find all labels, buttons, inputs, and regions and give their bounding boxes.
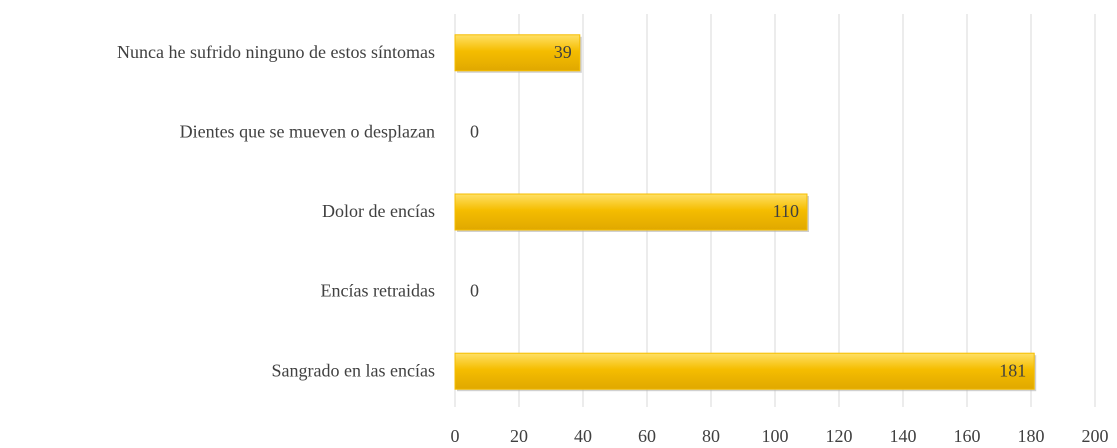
data-label: 0 — [470, 122, 479, 142]
data-label: 39 — [554, 42, 572, 62]
y-tick-label: Encías retraidas — [321, 281, 435, 301]
data-label: 181 — [999, 360, 1026, 380]
x-tick-label: 80 — [702, 426, 720, 446]
x-tick-label: 0 — [451, 426, 460, 446]
y-tick-label: Sangrado en las encías — [272, 360, 435, 380]
y-tick-label: Dolor de encías — [322, 201, 435, 221]
x-tick-label: 20 — [510, 426, 528, 446]
bar — [454, 34, 581, 72]
x-tick-label: 60 — [638, 426, 656, 446]
x-tick-label: 120 — [826, 426, 853, 446]
y-tick-label: Nunca he sufrido ninguno de estos síntom… — [117, 42, 435, 62]
data-label: 0 — [470, 281, 479, 301]
bar — [454, 193, 808, 231]
y-tick-label: Dientes que se mueven o desplazan — [180, 122, 435, 142]
x-tick-label: 180 — [1018, 426, 1045, 446]
data-label: 110 — [773, 201, 799, 221]
bar — [454, 352, 1035, 390]
x-tick-label: 160 — [954, 426, 981, 446]
x-tick-label: 40 — [574, 426, 592, 446]
x-tick-label: 100 — [762, 426, 789, 446]
x-tick-label: 200 — [1082, 426, 1109, 446]
x-tick-label: 140 — [890, 426, 917, 446]
